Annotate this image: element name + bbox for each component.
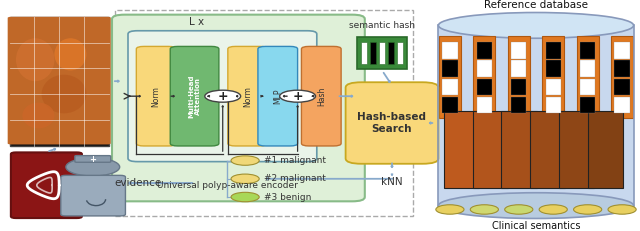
Bar	[438, 25, 634, 206]
Bar	[388, 42, 394, 64]
Bar	[511, 42, 527, 59]
Bar	[115, 10, 413, 216]
Bar	[614, 79, 630, 95]
FancyBboxPatch shape	[61, 175, 125, 216]
FancyBboxPatch shape	[444, 111, 479, 188]
Bar	[477, 42, 492, 59]
Circle shape	[231, 156, 259, 165]
Bar	[511, 60, 527, 77]
Circle shape	[608, 205, 636, 214]
FancyBboxPatch shape	[542, 36, 564, 118]
Text: Multi-Head
Attention: Multi-Head Attention	[188, 74, 201, 118]
Bar	[545, 60, 561, 77]
FancyBboxPatch shape	[357, 37, 407, 69]
Text: Universal polyp-aware encoder: Universal polyp-aware encoder	[157, 181, 298, 190]
Circle shape	[539, 205, 567, 214]
FancyBboxPatch shape	[170, 46, 219, 146]
Bar	[477, 79, 492, 95]
Ellipse shape	[438, 193, 634, 219]
Text: +: +	[218, 90, 228, 103]
Bar	[580, 60, 595, 77]
Bar	[361, 42, 367, 64]
Bar	[580, 42, 595, 59]
FancyBboxPatch shape	[473, 111, 508, 188]
Bar	[442, 97, 458, 113]
FancyBboxPatch shape	[474, 36, 495, 118]
FancyBboxPatch shape	[258, 46, 298, 146]
Bar	[511, 79, 527, 95]
Bar	[614, 97, 630, 113]
Bar	[511, 97, 527, 113]
Bar	[614, 42, 630, 59]
Circle shape	[205, 90, 241, 102]
Circle shape	[436, 205, 464, 214]
Bar	[580, 97, 595, 113]
Text: MLP: MLP	[273, 88, 282, 104]
FancyBboxPatch shape	[112, 15, 365, 201]
Text: +: +	[292, 90, 303, 103]
Text: Reference database: Reference database	[484, 0, 588, 10]
FancyBboxPatch shape	[301, 46, 341, 146]
Bar	[545, 97, 561, 113]
FancyBboxPatch shape	[508, 36, 530, 118]
Text: Clinical semantics: Clinical semantics	[492, 221, 580, 231]
Text: kNN: kNN	[381, 177, 403, 187]
Bar	[580, 79, 595, 95]
Bar	[477, 60, 492, 77]
Text: #3 benign: #3 benign	[264, 192, 312, 201]
Bar	[477, 97, 492, 113]
Circle shape	[505, 205, 533, 214]
Text: L x: L x	[189, 17, 205, 27]
Text: #1 malignant: #1 malignant	[264, 156, 326, 165]
FancyBboxPatch shape	[611, 36, 633, 118]
Bar	[370, 42, 376, 64]
FancyBboxPatch shape	[136, 46, 176, 146]
Bar	[10, 17, 109, 146]
Text: +: +	[90, 155, 96, 164]
Circle shape	[66, 158, 120, 176]
Bar	[379, 42, 385, 64]
Bar	[397, 42, 403, 64]
Text: #2 malignant: #2 malignant	[264, 174, 326, 183]
Bar	[545, 79, 561, 95]
FancyBboxPatch shape	[577, 36, 598, 118]
Bar	[545, 42, 561, 59]
Circle shape	[470, 205, 499, 214]
Text: evidence: evidence	[114, 178, 161, 188]
FancyBboxPatch shape	[8, 17, 111, 144]
Text: Norm: Norm	[243, 86, 252, 107]
FancyBboxPatch shape	[502, 111, 537, 188]
Bar	[614, 60, 630, 77]
Ellipse shape	[22, 103, 54, 128]
Ellipse shape	[54, 38, 86, 70]
FancyBboxPatch shape	[531, 111, 566, 188]
FancyBboxPatch shape	[346, 82, 438, 164]
Circle shape	[231, 192, 259, 202]
FancyBboxPatch shape	[559, 111, 595, 188]
Text: semantic hash: semantic hash	[349, 21, 415, 30]
Text: Hash: Hash	[317, 86, 326, 106]
Bar	[442, 60, 458, 77]
FancyBboxPatch shape	[75, 156, 111, 162]
Bar	[442, 42, 458, 59]
Circle shape	[231, 174, 259, 183]
Text: Hash-based
Search: Hash-based Search	[358, 112, 426, 134]
FancyBboxPatch shape	[128, 31, 317, 162]
Ellipse shape	[42, 75, 86, 113]
Ellipse shape	[438, 12, 634, 38]
Bar	[442, 79, 458, 95]
FancyBboxPatch shape	[588, 111, 623, 188]
FancyBboxPatch shape	[11, 152, 82, 218]
Text: Norm: Norm	[152, 86, 161, 107]
FancyBboxPatch shape	[439, 36, 461, 118]
FancyBboxPatch shape	[228, 46, 268, 146]
Circle shape	[280, 90, 316, 102]
Circle shape	[573, 205, 602, 214]
Ellipse shape	[16, 38, 54, 81]
